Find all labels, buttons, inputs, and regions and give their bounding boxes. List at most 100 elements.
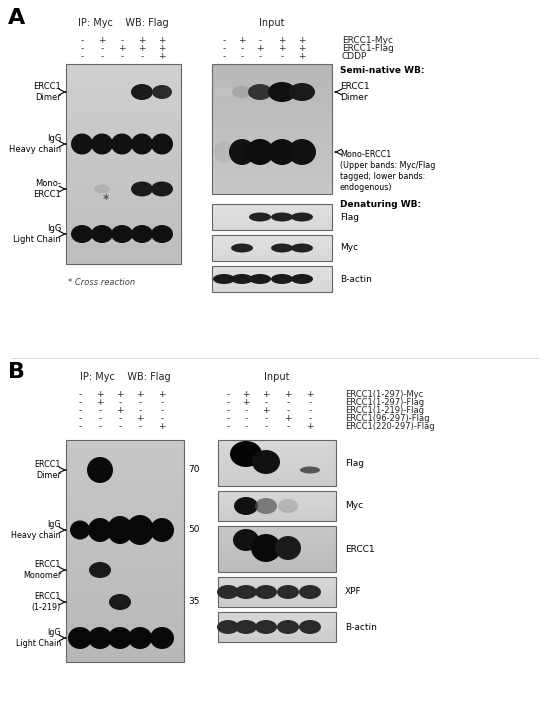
- Bar: [212, 70, 332, 74]
- Bar: [218, 507, 336, 508]
- Bar: [212, 116, 332, 120]
- Bar: [218, 586, 336, 587]
- Text: ERCC1(96-297)-Flag: ERCC1(96-297)-Flag: [345, 414, 430, 423]
- Bar: [66, 529, 184, 535]
- Bar: [66, 574, 184, 579]
- Bar: [212, 281, 332, 282]
- Bar: [218, 601, 336, 603]
- Bar: [66, 596, 184, 601]
- Text: -: -: [98, 414, 102, 423]
- Bar: [218, 561, 336, 562]
- Bar: [218, 556, 336, 558]
- Text: Myc: Myc: [340, 243, 358, 253]
- Bar: [212, 218, 332, 219]
- Text: -: -: [265, 398, 268, 407]
- Bar: [212, 215, 332, 216]
- Bar: [218, 492, 336, 493]
- Bar: [66, 79, 181, 84]
- Bar: [66, 507, 184, 513]
- Bar: [218, 547, 336, 548]
- Bar: [218, 503, 336, 504]
- Bar: [212, 250, 332, 251]
- Bar: [218, 548, 336, 549]
- Bar: [212, 97, 332, 100]
- Text: -: -: [139, 406, 142, 415]
- Bar: [218, 496, 336, 498]
- Bar: [218, 566, 336, 568]
- Text: -: -: [80, 36, 84, 45]
- Text: XPF: XPF: [345, 588, 362, 596]
- Bar: [218, 612, 336, 613]
- Text: +: +: [262, 390, 270, 399]
- Bar: [212, 110, 332, 113]
- Bar: [66, 239, 181, 244]
- Ellipse shape: [91, 225, 113, 243]
- Ellipse shape: [87, 457, 113, 483]
- Bar: [66, 463, 184, 468]
- Bar: [212, 254, 332, 255]
- Ellipse shape: [291, 213, 313, 221]
- Bar: [212, 228, 332, 229]
- Bar: [66, 618, 184, 624]
- Text: +: +: [138, 44, 146, 53]
- Bar: [218, 543, 336, 545]
- Bar: [218, 632, 336, 633]
- Bar: [212, 274, 332, 276]
- Bar: [212, 155, 332, 159]
- Ellipse shape: [126, 515, 154, 545]
- Text: -: -: [161, 406, 164, 415]
- Bar: [212, 135, 332, 139]
- Bar: [218, 626, 336, 627]
- Bar: [212, 222, 332, 223]
- Ellipse shape: [150, 518, 174, 542]
- Bar: [218, 638, 336, 639]
- Text: -: -: [118, 414, 122, 423]
- Ellipse shape: [152, 85, 172, 99]
- Bar: [66, 540, 184, 546]
- Bar: [218, 472, 336, 474]
- Text: +: +: [284, 414, 292, 423]
- Bar: [66, 523, 184, 529]
- Bar: [212, 178, 332, 181]
- Bar: [218, 581, 336, 583]
- Text: -: -: [309, 414, 312, 423]
- Bar: [66, 94, 181, 100]
- Text: +: +: [96, 390, 104, 399]
- Text: +: +: [306, 390, 313, 399]
- Bar: [212, 269, 332, 271]
- Bar: [212, 281, 332, 283]
- Text: -: -: [227, 398, 230, 407]
- Text: Input: Input: [259, 18, 285, 28]
- Bar: [218, 448, 336, 450]
- Bar: [66, 69, 181, 74]
- Bar: [212, 216, 332, 218]
- Bar: [218, 500, 336, 501]
- Ellipse shape: [71, 133, 93, 155]
- Bar: [66, 473, 184, 479]
- Bar: [218, 613, 336, 614]
- Bar: [212, 270, 332, 271]
- Bar: [212, 268, 332, 270]
- Bar: [218, 462, 336, 463]
- Ellipse shape: [278, 499, 298, 513]
- Ellipse shape: [249, 213, 271, 221]
- Bar: [212, 93, 332, 97]
- Bar: [66, 169, 181, 175]
- Text: -: -: [244, 422, 248, 431]
- Bar: [218, 571, 336, 573]
- Text: -: -: [222, 52, 226, 61]
- Bar: [218, 502, 336, 503]
- Text: +: +: [158, 422, 166, 431]
- Bar: [218, 596, 336, 597]
- Bar: [218, 634, 336, 635]
- Bar: [218, 498, 336, 500]
- Bar: [212, 273, 332, 274]
- Bar: [212, 284, 332, 286]
- Ellipse shape: [291, 274, 313, 284]
- Bar: [218, 621, 336, 623]
- Bar: [218, 478, 336, 480]
- Bar: [66, 568, 184, 574]
- Bar: [212, 251, 332, 252]
- Bar: [218, 446, 336, 448]
- Bar: [212, 214, 332, 215]
